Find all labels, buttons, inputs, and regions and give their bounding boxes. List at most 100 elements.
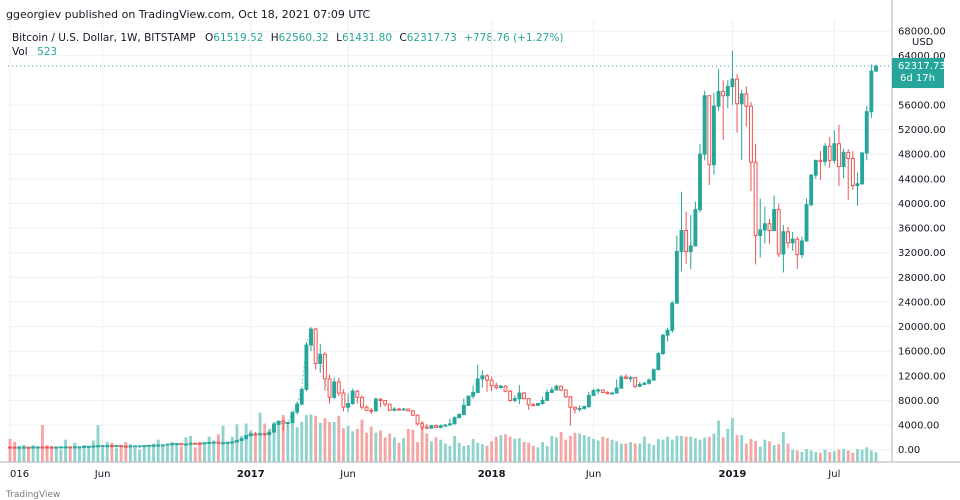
x-tick-label: 2017 (237, 469, 265, 480)
candle-body (818, 159, 823, 163)
volume-bar (263, 423, 267, 462)
volume-bar (22, 445, 26, 462)
volume-bar (735, 435, 739, 462)
low-value: 61431.80 (341, 32, 393, 44)
volume-bar (119, 445, 123, 462)
candle-body (45, 446, 49, 449)
volume-bar (856, 448, 859, 462)
y-tick-label: 48000.00 (898, 150, 946, 161)
candle-body (850, 158, 855, 187)
volume-bar (712, 433, 716, 462)
volume-bar (837, 449, 841, 462)
candle-body (96, 445, 100, 448)
volume-bar (369, 426, 373, 462)
candle-body (475, 378, 480, 393)
volume-bar (249, 430, 253, 462)
y-tick-label: 24000.00 (898, 297, 946, 308)
candle-body (63, 446, 68, 449)
volume-row: Vol 523 (12, 45, 563, 59)
volume-bar (115, 448, 118, 462)
volume-bar (860, 449, 864, 462)
volume-bar (193, 447, 197, 462)
candle-body (762, 223, 767, 231)
candle-body (68, 446, 73, 449)
volume-bar (550, 435, 554, 462)
volume-bar (814, 452, 818, 462)
volume-bar (763, 439, 767, 462)
candle-body (276, 420, 281, 425)
volume-bar (383, 437, 387, 462)
low-label: L (336, 32, 342, 44)
volume-bar (78, 448, 81, 462)
volume-bar (536, 447, 540, 462)
x-tick-label: Jun (585, 469, 602, 480)
candle-body (503, 385, 508, 392)
candle-body (832, 143, 837, 161)
candle-body (508, 390, 513, 401)
x-tick-label: Jun (94, 469, 111, 480)
candle-body (346, 403, 350, 408)
volume-bar (726, 428, 730, 462)
candle-body (128, 445, 133, 448)
volume-bar (795, 450, 799, 462)
candle-body (573, 406, 577, 410)
volume-bar (624, 443, 628, 462)
volume-bar (286, 425, 290, 462)
candle-body (429, 425, 434, 429)
candle-body (114, 445, 119, 448)
y-tick-label: 12000.00 (898, 371, 946, 382)
volume-bar (865, 447, 869, 462)
volume-bar (777, 444, 781, 462)
volume-bar (443, 443, 447, 462)
candle-body (758, 229, 763, 236)
volume-bar (73, 442, 77, 462)
candle-body (258, 433, 263, 436)
volume-bar (226, 443, 230, 462)
candle-body (549, 389, 554, 393)
candle-body (841, 151, 846, 168)
candle-body (216, 441, 221, 444)
volume-bar (388, 433, 392, 462)
candle-body (623, 376, 628, 379)
candle-body (804, 204, 809, 242)
candle-body (248, 433, 253, 437)
volume-bar (596, 440, 600, 462)
volume-bar (337, 415, 341, 462)
volume-bar (772, 445, 776, 462)
volume-bar (267, 428, 271, 462)
volume-bar (304, 415, 308, 462)
candle-body (494, 385, 499, 389)
candle-body (716, 90, 721, 107)
volume-bar (351, 431, 355, 462)
candle-body (744, 93, 749, 107)
candle-body (202, 442, 207, 445)
candle-body (786, 231, 790, 244)
volume-bar (615, 441, 619, 462)
candle-body (749, 105, 753, 163)
volume-bar (684, 436, 688, 462)
volume-bar (272, 422, 276, 462)
candle-body (799, 240, 804, 256)
time-axis[interactable]: 016Jun2017Jun2018Jun2019Jul2020Jul2021Ju… (0, 461, 960, 480)
volume-bar (504, 434, 507, 462)
volume-bar (133, 448, 137, 462)
candle-body (753, 161, 758, 236)
volume-bar (439, 439, 443, 462)
candle-body (123, 445, 128, 448)
candle-body (670, 302, 675, 331)
candle-body (59, 446, 63, 449)
volume-bar (166, 445, 169, 462)
candle-body (688, 245, 693, 252)
y-tick-label: 36000.00 (898, 224, 946, 235)
volume-bar (235, 424, 239, 462)
volume-bar (582, 435, 586, 462)
candle-body (874, 65, 878, 72)
volume-label: Vol (12, 46, 28, 58)
volume-bar (170, 442, 174, 462)
candle-body (767, 223, 772, 232)
candle-body (776, 209, 781, 255)
price-axis[interactable]: 68000.00 64000.00 56000.00 52000.00 48000.00… (891, 0, 946, 462)
volume-bar (471, 438, 475, 462)
volume-bar (786, 443, 790, 462)
